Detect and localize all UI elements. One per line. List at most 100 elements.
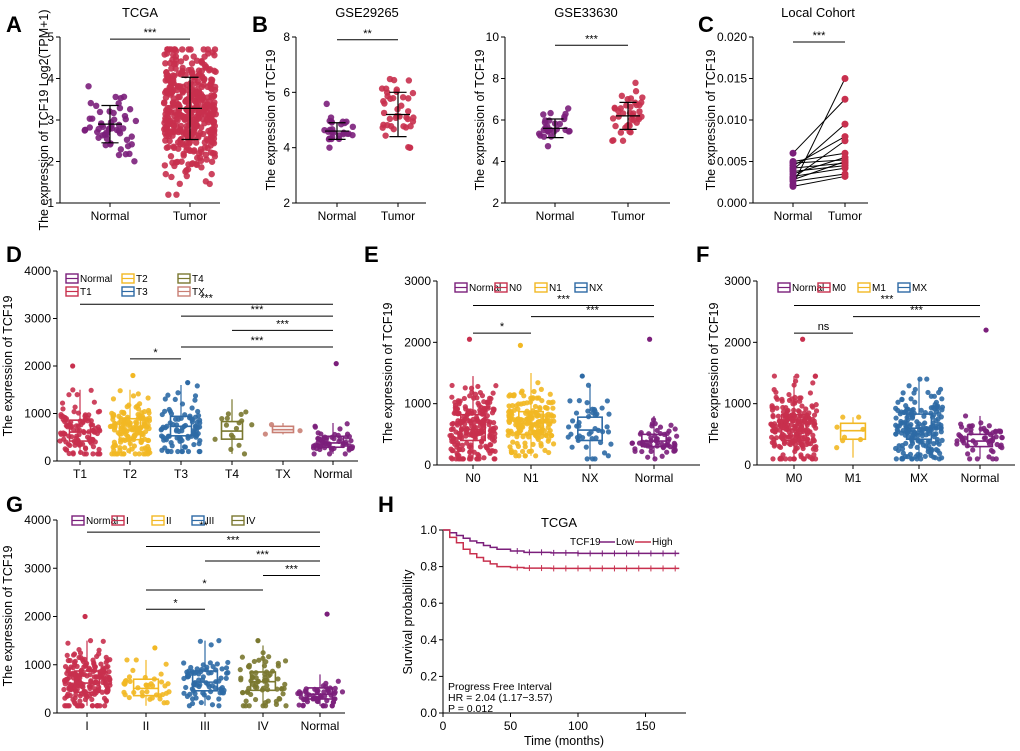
data-point	[72, 662, 78, 668]
data-point	[64, 652, 70, 658]
data-point	[219, 666, 225, 672]
data-point	[300, 703, 306, 709]
data-point	[295, 690, 301, 697]
data-point	[60, 416, 66, 423]
data-point	[197, 146, 205, 153]
data-point	[111, 439, 117, 445]
data-point	[207, 126, 215, 134]
data-point	[489, 448, 496, 454]
data-point	[907, 451, 914, 457]
y-tick-label: 4000	[24, 513, 51, 527]
data-point	[545, 424, 551, 431]
data-point	[920, 422, 926, 428]
data-point	[254, 684, 260, 691]
data-point	[627, 129, 634, 136]
data-point	[70, 652, 77, 658]
data-point	[773, 389, 779, 395]
data-point	[66, 450, 72, 457]
data-point	[812, 421, 818, 427]
data-point	[342, 451, 348, 457]
data-point	[909, 415, 916, 421]
data-point	[96, 446, 102, 453]
data-point	[200, 690, 206, 696]
data-point	[664, 449, 670, 455]
data-point	[993, 429, 999, 435]
data-point	[170, 51, 177, 59]
data-point	[485, 418, 491, 424]
data-point	[210, 664, 216, 670]
data-point	[264, 682, 270, 688]
panel-b1-ylabel: The expression of TCF19	[264, 50, 278, 191]
x-tick-label: I	[85, 719, 88, 733]
data-point	[605, 429, 612, 435]
data-point	[594, 411, 600, 417]
x-tick-label: T2	[123, 467, 137, 481]
data-point	[74, 673, 80, 679]
data-point	[463, 406, 469, 412]
data-point	[181, 660, 187, 666]
data-point	[841, 95, 849, 103]
box	[132, 678, 160, 697]
data-point	[74, 433, 80, 439]
data-point	[58, 430, 64, 436]
data-point	[238, 411, 244, 417]
data-point	[81, 127, 88, 134]
data-point	[789, 172, 797, 180]
panel-e-ylabel: The expression of TCF19	[381, 303, 395, 444]
legend-label: N1	[549, 283, 562, 294]
data-point	[181, 444, 188, 450]
y-tick-label: 3000	[724, 274, 751, 288]
data-point	[779, 396, 785, 402]
data-point	[959, 424, 965, 430]
y-tick-label: 2	[492, 196, 499, 210]
data-point	[175, 390, 181, 396]
data-point	[192, 397, 198, 403]
data-point	[454, 422, 461, 428]
data-point	[185, 46, 192, 53]
data-point	[477, 444, 484, 450]
data-point	[169, 443, 175, 449]
data-point	[135, 391, 141, 397]
data-point	[798, 441, 805, 447]
significance-label: ***	[251, 304, 265, 316]
data-point	[96, 108, 104, 116]
data-point	[529, 415, 535, 421]
data-point	[527, 428, 534, 434]
data-point	[233, 425, 240, 432]
data-point	[579, 434, 586, 441]
data-point	[447, 432, 453, 439]
y-tick-label: 2000	[24, 359, 51, 373]
outlier-point	[324, 611, 330, 617]
data-point	[349, 131, 356, 139]
data-point	[145, 448, 152, 455]
data-point	[65, 676, 71, 682]
panel-h-ylabel: Survival probability	[401, 569, 415, 675]
data-point	[63, 423, 69, 429]
data-point	[936, 389, 942, 396]
data-point	[933, 423, 939, 430]
km-legend-low: Low	[616, 537, 635, 548]
y-tick-label: 4	[492, 155, 499, 169]
data-point	[619, 137, 627, 144]
data-point	[617, 105, 624, 112]
y-tick-label: 2	[283, 196, 290, 210]
data-point	[787, 456, 793, 462]
data-point	[785, 422, 791, 428]
box	[780, 413, 808, 442]
data-point	[792, 448, 798, 454]
data-point	[464, 440, 470, 446]
data-point	[192, 393, 199, 399]
data-point	[193, 121, 200, 129]
data-point	[179, 67, 186, 75]
data-point	[196, 154, 204, 161]
data-point	[929, 447, 935, 454]
data-point	[935, 448, 941, 454]
data-point	[511, 416, 517, 423]
data-point	[326, 451, 333, 457]
data-point	[122, 445, 128, 451]
data-point	[205, 118, 212, 126]
data-point	[276, 695, 282, 702]
data-point	[102, 703, 108, 709]
y-tick-label: 0	[744, 458, 751, 472]
y-tick-label: 0.005	[717, 155, 747, 169]
